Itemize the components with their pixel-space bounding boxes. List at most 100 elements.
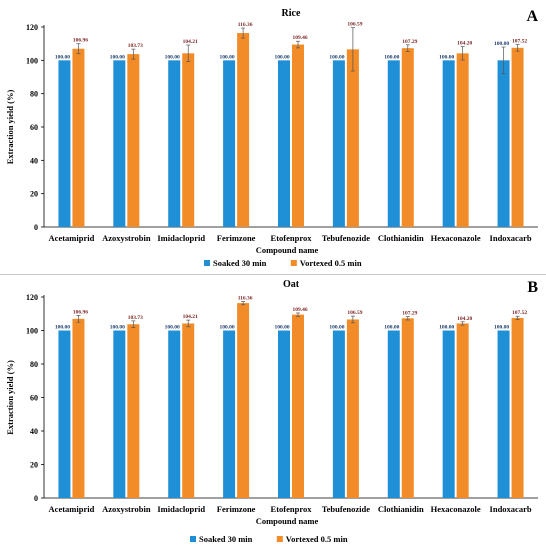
- panel-a-data-label: 100.00: [165, 54, 180, 60]
- panel-a-bar: [401, 48, 414, 227]
- panel-a-category-label: Ferimzone: [217, 233, 256, 243]
- panel-a-data-label: 100.00: [494, 41, 509, 47]
- panel-b-bar: [58, 330, 71, 498]
- panel-a-category-label: Indoxacarb: [490, 233, 532, 243]
- panel-b-category-label: Azoxystrobin: [102, 504, 151, 514]
- panel-a-letter: A: [526, 8, 538, 25]
- panel-b-bar: [223, 330, 236, 498]
- panel-a-data-label: 100.00: [439, 54, 454, 60]
- panel-b-bar: [401, 318, 414, 498]
- panel-a-legend-swatch: [204, 260, 210, 266]
- panel-a-data-label: 107.29: [402, 39, 417, 45]
- panel-b-bar: [442, 330, 455, 498]
- panel-a-bar: [237, 33, 250, 227]
- panel-a-data-label: 100.00: [274, 54, 289, 60]
- panel-b-legend-swatch: [276, 536, 283, 542]
- panel-b-data-label: 109.46: [292, 307, 307, 313]
- panel-b-category-label: Hexaconazole: [431, 504, 481, 514]
- panel-b-bar: [456, 323, 469, 498]
- panel-a-data-label: 103.73: [128, 43, 143, 49]
- panel-b-bar: [127, 324, 140, 498]
- panel-b-category-label: Imidacloprid: [157, 504, 205, 514]
- panel-a-bar: [72, 48, 85, 227]
- panel-a-data-label: 104.20: [457, 41, 472, 47]
- panel-b-data-label: 107.52: [512, 310, 527, 316]
- panel-b-bar: [346, 319, 359, 498]
- panel-a-data-label: 100.00: [220, 54, 235, 60]
- panel-b-data-label: 116.36: [238, 295, 253, 301]
- panel-b-bar: [72, 318, 85, 498]
- panel-b-y-axis-label: Extraction yield (%): [5, 360, 15, 435]
- panel-a-data-label: 100.00: [110, 54, 125, 60]
- panel-a-data-label: 109.46: [292, 35, 307, 41]
- panel-a-y-tick-label: 100: [26, 56, 38, 65]
- panel-b-legend-label: Vortexed 0.5 min: [286, 534, 348, 544]
- panel-b-legend-swatch: [190, 536, 196, 542]
- panel-b-data-label: 100.00: [384, 325, 399, 331]
- panel-a-category-label: Clothianidin: [378, 233, 424, 243]
- panel-b-bar: [237, 303, 250, 498]
- panel-b-category-label: Acetamiprid: [49, 504, 95, 514]
- panel-b-category-label: Clothianidin: [378, 504, 424, 514]
- panel-b-bar: [332, 330, 345, 498]
- panel-b-data-label: 100.00: [494, 325, 509, 331]
- panel-b-data-label: 100.00: [220, 325, 235, 331]
- panel-a-y-tick-label: 40: [30, 156, 38, 165]
- panel-a-bar: [497, 60, 510, 228]
- panel-b-y-tick-label: 80: [30, 360, 38, 369]
- panel-b-y-tick-label: 40: [30, 427, 38, 436]
- panel-b-y-tick-label: 100: [26, 327, 38, 336]
- panel-a-y-tick-label: 120: [26, 23, 38, 32]
- panel-b-bar: [497, 330, 510, 498]
- panel-a-category-label: Acetamiprid: [49, 233, 95, 243]
- panel-a-bar: [168, 60, 181, 228]
- panel-a-bar: [442, 60, 455, 228]
- panel-b-data-label: 104.21: [183, 314, 198, 320]
- panel-a-title: Rice: [282, 8, 301, 19]
- panel-b-legend-label: Soaked 30 min: [199, 534, 253, 544]
- panel-b-y-tick-label: 20: [30, 461, 38, 470]
- panel-b-data-label: 100.00: [329, 325, 344, 331]
- panel-b-data-label: 103.73: [128, 315, 143, 321]
- panel-a-data-label: 100.00: [329, 54, 344, 60]
- panel-b-bar: [168, 330, 181, 498]
- panel-a-bar: [346, 49, 359, 227]
- panel-b-title: Oat: [283, 279, 300, 290]
- panel-a-bar: [292, 44, 304, 227]
- panel-a-data-label: 100.00: [55, 54, 70, 60]
- panel-b-y-tick-label: 120: [26, 293, 38, 302]
- panel-a-data-label: 107.52: [512, 38, 527, 44]
- panel-b-data-label: 100.00: [165, 325, 180, 331]
- panel-b-category-label: Ferimzone: [217, 504, 256, 514]
- panel-b-bar: [387, 330, 400, 498]
- panel-a-legend-swatch: [290, 260, 297, 266]
- panel-a-category-label: Hexaconazole: [431, 233, 481, 243]
- panel-a-category-label: Azoxystrobin: [102, 233, 151, 243]
- panel-b-letter: B: [527, 279, 538, 296]
- panel-a-data-label: 116.36: [238, 22, 253, 28]
- panel-a-bar: [387, 60, 400, 228]
- panel-b-bar: [182, 323, 195, 498]
- panel-b-bar: [278, 330, 290, 498]
- panel-a-category-label: Tebufenozide: [322, 233, 371, 243]
- panel-b-y-tick-label: 60: [30, 394, 38, 403]
- panel-a-bar: [58, 60, 71, 228]
- panel-a-bar: [182, 53, 195, 227]
- panel-b-data-label: 100.00: [439, 325, 454, 331]
- panel-a-data-label: 100.00: [384, 54, 399, 60]
- panel-a-bar: [223, 60, 236, 228]
- panel-a-data-label: 106.96: [73, 38, 88, 44]
- panel-a-data-label: 106.59: [347, 22, 362, 28]
- panel-a-category-label: Etofenprox: [271, 233, 313, 243]
- panel-a-bar: [113, 60, 126, 228]
- panel-a-legend-label: Vortexed 0.5 min: [300, 258, 362, 268]
- panel-a-bar: [456, 53, 469, 228]
- panel-b-data-label: 106.59: [347, 310, 362, 316]
- panel-b-data-label: 100.00: [110, 325, 125, 331]
- panel-b-data-label: 100.00: [274, 325, 289, 331]
- panel-b-bar: [292, 314, 304, 498]
- panel-b-data-label: 106.96: [73, 309, 88, 315]
- panel-b-category-label: Indoxacarb: [490, 504, 532, 514]
- panel-b-x-axis-label: Compound name: [256, 516, 319, 526]
